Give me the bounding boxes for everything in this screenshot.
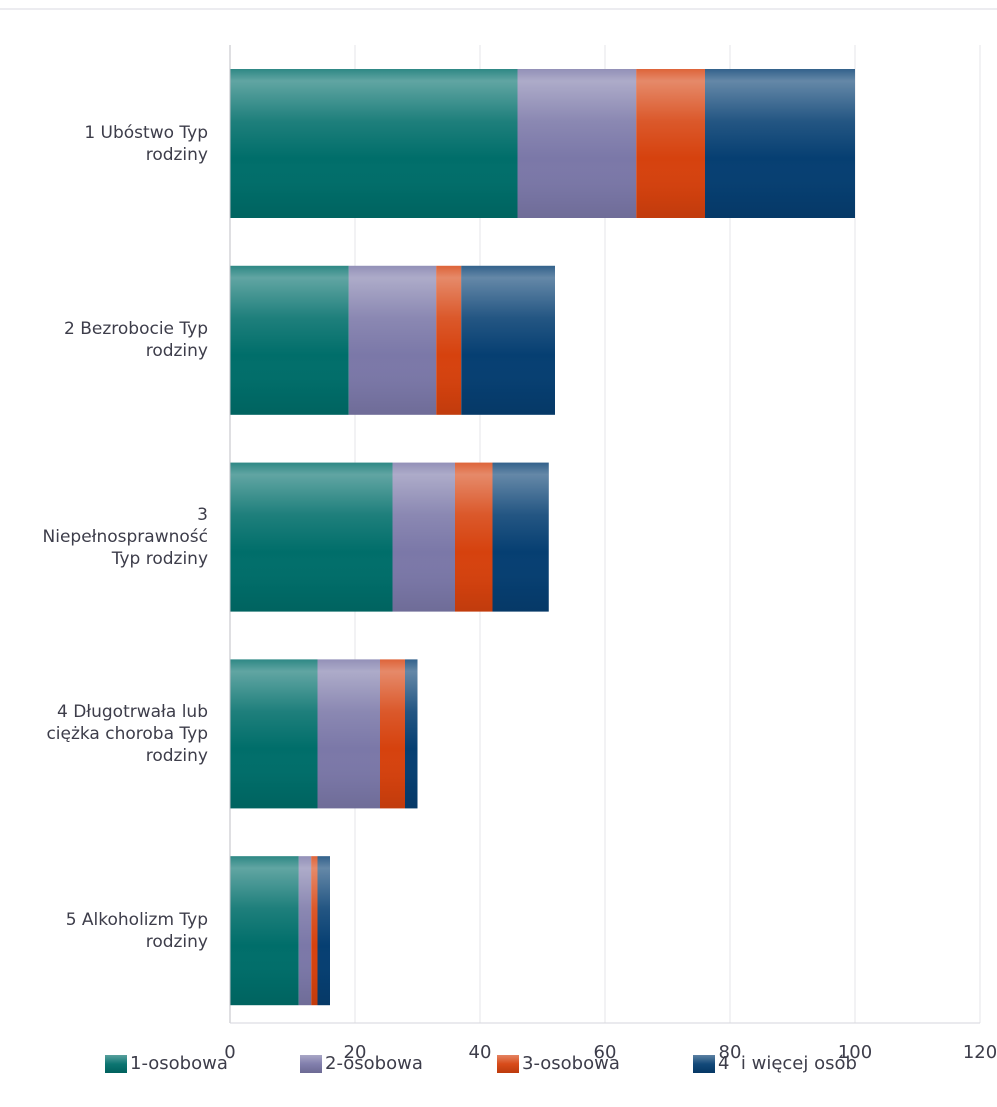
x-tick-label: 0 [224,1042,235,1063]
category-label-line: Niepełnosprawność [42,527,209,548]
bar-segment-3-4[interactable] [492,462,549,612]
top-border [0,0,997,10]
bar-segment-5-3[interactable] [311,856,318,1006]
legend-label: 4 i więcej osób [718,1053,857,1074]
legend-swatch [497,1054,519,1073]
legend-label: 2-osobowa [325,1053,423,1074]
legend-item-1[interactable]: 1-osobowa [105,1053,228,1074]
category-label-line: 4 Długotrwała lub [56,701,208,722]
category-label-5: 5 Alkoholizm Typ rodziny [0,909,208,953]
bar-segment-2-1[interactable] [230,265,349,415]
bar-segment-4-4[interactable] [405,659,418,809]
category-label-1: 1 Ubóstwo Typ rodziny [0,122,208,166]
category-label-line: rodziny [145,745,208,766]
axes: 0 20 40 60 80 100 120 [224,45,997,1063]
legend: 1-osobowa 2-osobowa 3-osobowa 4 i więcej os… [0,1053,997,1083]
category-label-line: ciężka choroba Typ [46,723,208,744]
bar-segment-5-2[interactable] [298,856,312,1006]
bar-segment-3-2[interactable] [392,462,456,612]
category-label-2: 2 Bezrobocie Typ rodziny [0,318,208,362]
bars [230,69,855,1006]
legend-swatch [693,1054,715,1073]
x-tick-label: 120 [963,1042,997,1063]
x-tick-label: 20 [344,1042,367,1063]
legend-swatch [300,1054,322,1073]
bar-segment-2-3[interactable] [436,265,462,415]
x-tick-label: 40 [469,1042,492,1063]
legend-swatch [105,1054,127,1073]
legend-label: 3-osobowa [522,1053,620,1074]
category-label-line: rodziny [145,341,208,362]
x-tick-label: 60 [594,1042,617,1063]
bar-segment-1-4[interactable] [705,69,855,218]
bar-segment-5-4[interactable] [317,856,331,1006]
legend-label: 1-osobowa [130,1053,228,1074]
category-label-line: Typ rodziny [111,549,208,570]
legend-item-4[interactable]: 4 i więcej osób [693,1053,857,1074]
category-label-line: 2 Bezrobocie Typ [64,319,208,340]
bar-segment-1-2[interactable] [517,69,637,218]
category-label-line: rodziny [145,931,208,952]
bar-segment-1-1[interactable] [230,69,518,218]
bar-segment-4-2[interactable] [317,659,381,809]
category-label-3: 3 Niepełnosprawność Typ rodziny [0,504,209,570]
bar-segment-5-1[interactable] [230,856,299,1006]
bar-segment-2-4[interactable] [461,265,555,415]
bar-segment-4-1[interactable] [230,659,318,809]
x-tick-label: 100 [838,1042,872,1063]
bar-segment-1-3[interactable] [636,69,705,218]
legend-item-3[interactable]: 3-osobowa [497,1053,620,1074]
category-label-4: 4 Długotrwała lub ciężka choroba Typ rodzi… [0,701,208,767]
bar-segment-3-1[interactable] [230,462,393,612]
bar-segment-2-2[interactable] [348,265,437,415]
category-label-line: rodziny [145,144,208,165]
bar-segment-4-3[interactable] [380,659,405,809]
category-label-line: 5 Alkoholizm Typ [65,909,208,930]
x-tick-label: 80 [719,1042,742,1063]
legend-item-2[interactable]: 2-osobowa [300,1053,423,1074]
bar-segment-3-3[interactable] [455,462,493,612]
category-label-line: 3 [197,505,208,526]
category-label-line: 1 Ubóstwo Typ [84,122,208,143]
